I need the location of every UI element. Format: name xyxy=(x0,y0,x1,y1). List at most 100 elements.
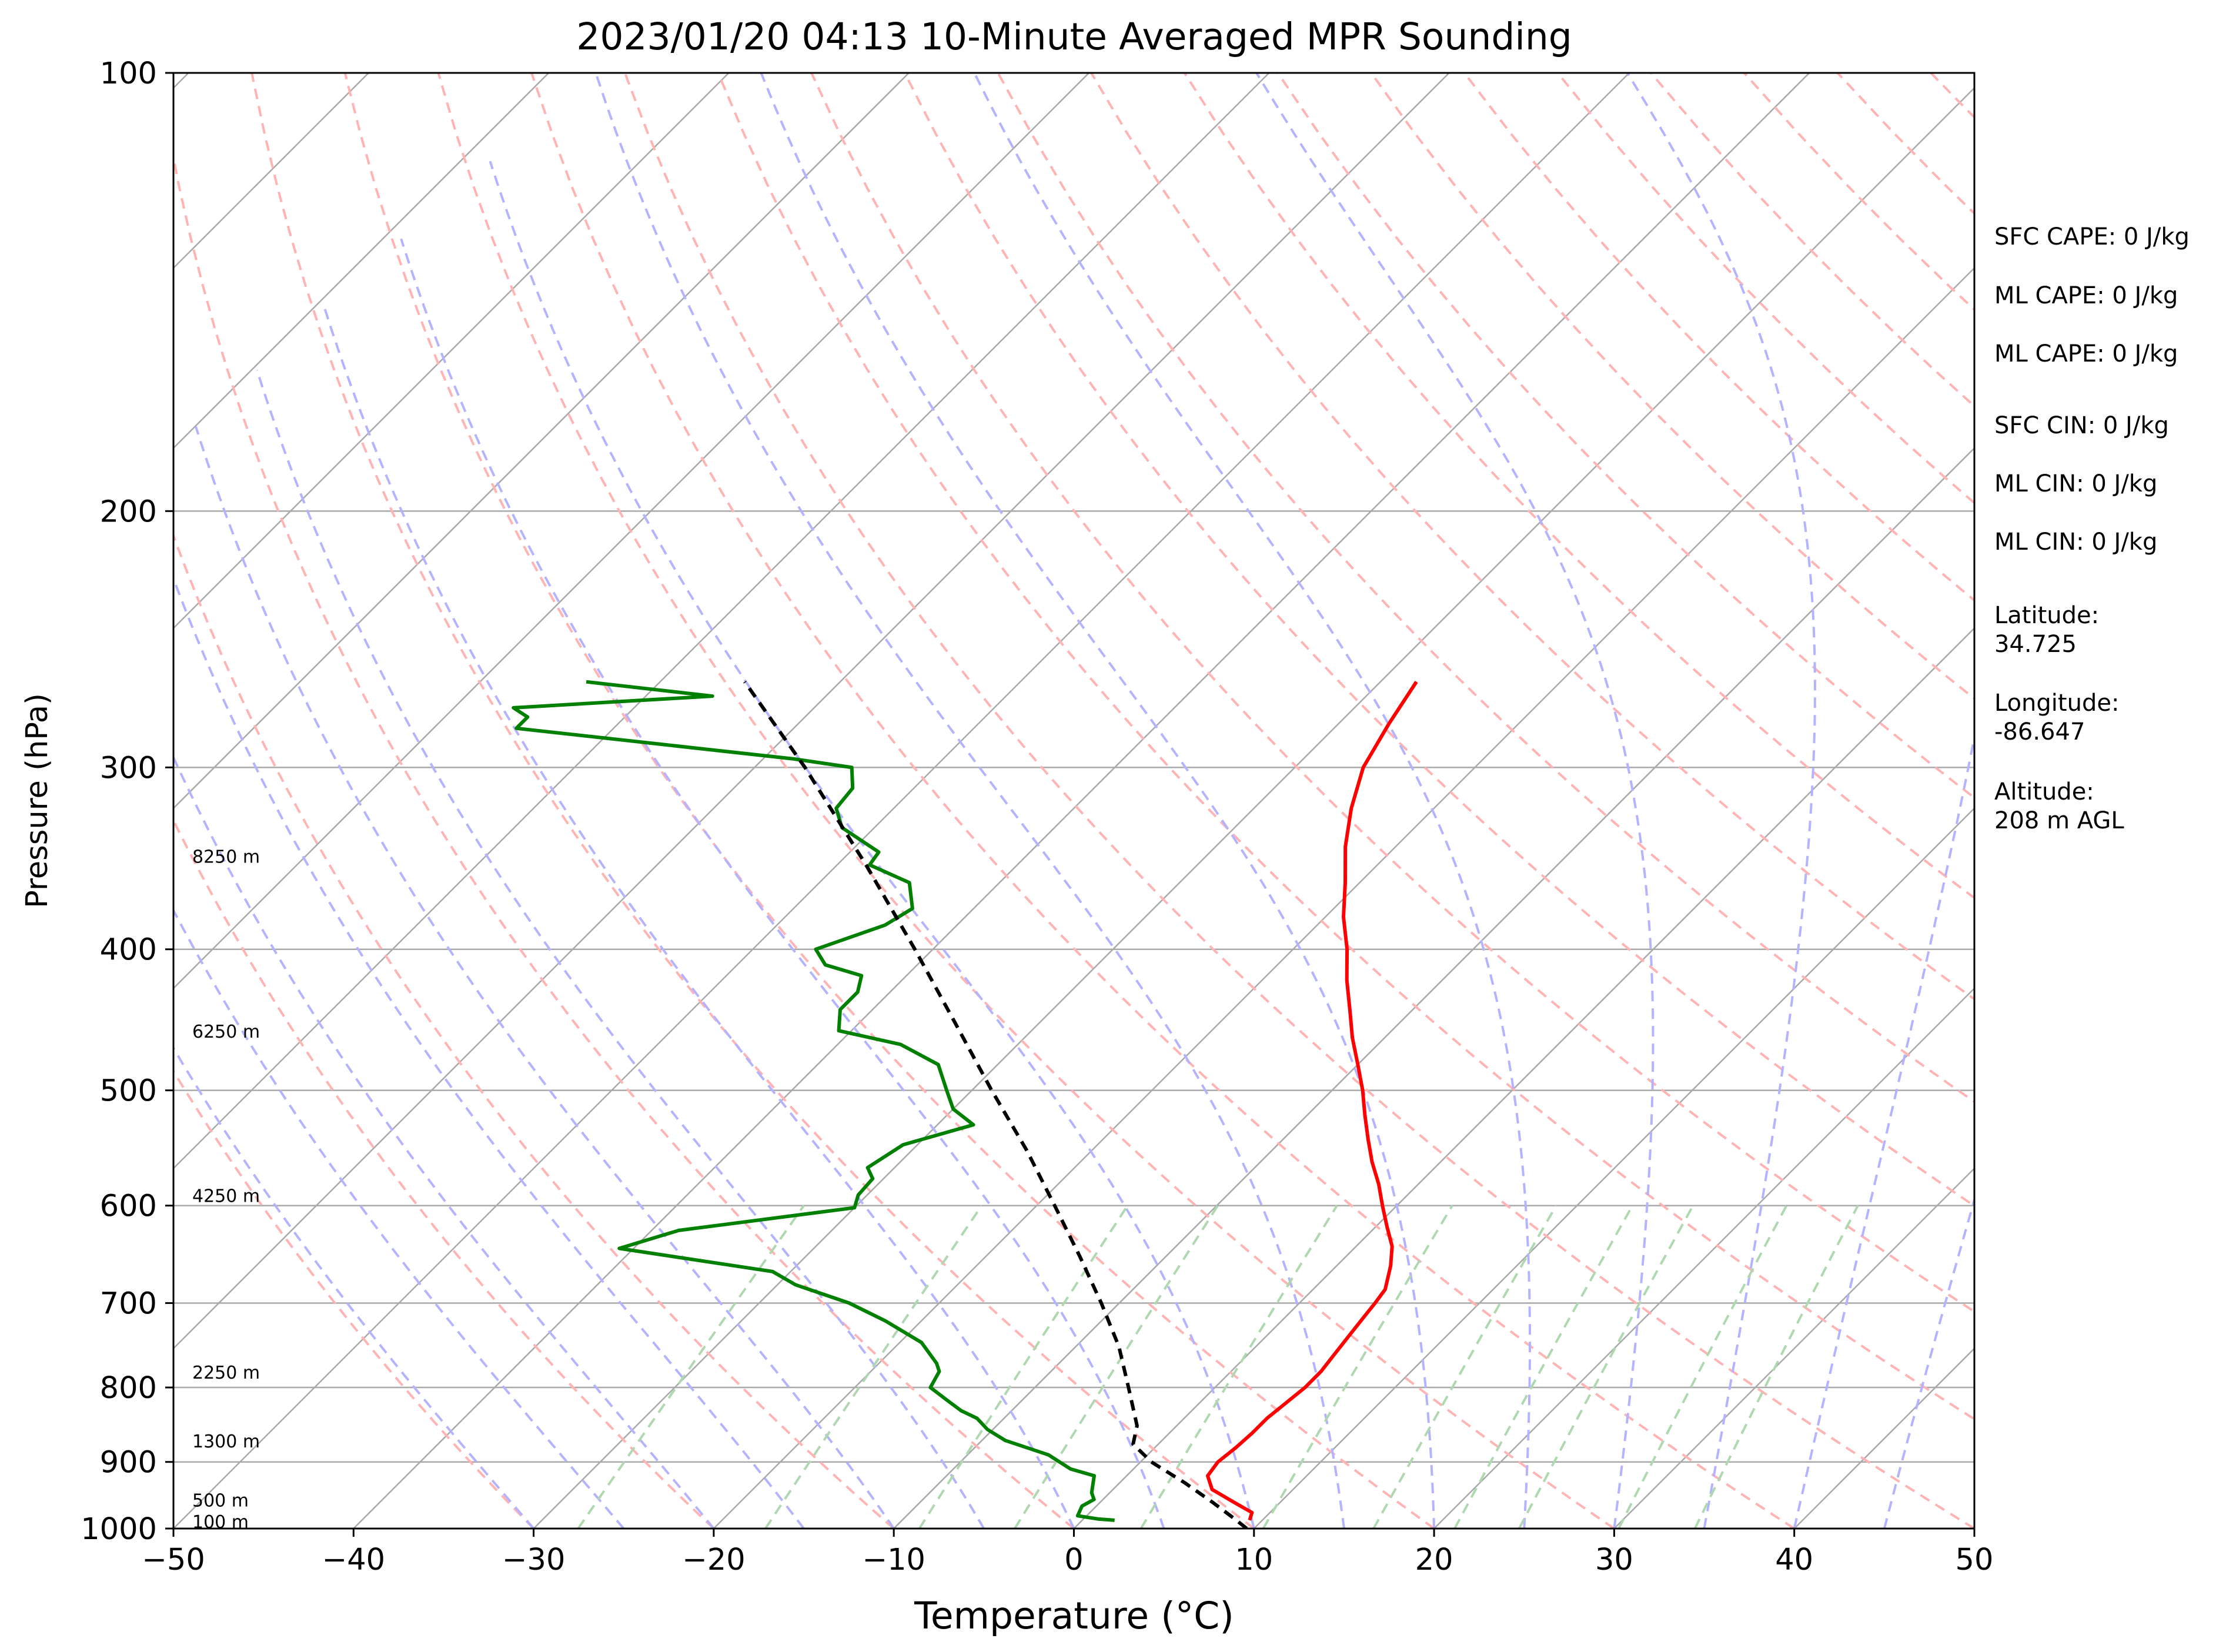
sfc-cin-text: SFC CIN: 0 J/kg xyxy=(1994,412,2169,439)
x-tick-label: −20 xyxy=(682,1543,746,1577)
isotherm-line xyxy=(1073,627,1974,1529)
x-tick-label: 40 xyxy=(1775,1543,1813,1577)
mixing-ratio-line xyxy=(918,1205,1129,1529)
y-tick-label: 900 xyxy=(100,1446,157,1480)
isotherm-line xyxy=(173,73,1089,989)
mixing-ratio-line xyxy=(1453,1205,1634,1529)
moist-adiabat-line xyxy=(323,307,1075,1529)
isotherm-line xyxy=(713,267,1974,1529)
height-label: 6250 m xyxy=(192,1022,260,1042)
dry-adiabat-line xyxy=(623,73,1974,1529)
y-tick-label: 200 xyxy=(100,494,157,529)
isotherm-line xyxy=(173,73,730,630)
y-tick-label: 800 xyxy=(100,1371,157,1406)
moist-adiabat-line xyxy=(1255,73,1655,1529)
mixing-ratio-line xyxy=(764,1205,983,1529)
moist-adiabat-line xyxy=(1883,1195,1974,1529)
moist-adiabat-line xyxy=(400,238,1165,1529)
dry-adiabat-line xyxy=(173,818,715,1529)
temperature-profile xyxy=(1206,681,1418,1521)
isotherm-line xyxy=(353,73,1810,1529)
x-axis-label: Temperature (°C) xyxy=(914,1594,1234,1637)
dry-adiabat-line xyxy=(437,73,1615,1529)
isotherm-line xyxy=(173,73,910,810)
dry-adiabat-line xyxy=(1090,73,1974,1001)
side-panel: SFC CAPE: 0 J/kg ML CAPE: 0 J/kg ML CAPE… xyxy=(1994,223,2190,834)
height-label: 100 m xyxy=(192,1512,249,1533)
sfc-cape-text: SFC CAPE: 0 J/kg xyxy=(1994,223,2190,250)
mixing-ratio-line xyxy=(1617,1205,1788,1529)
y-tick-label: 500 xyxy=(100,1074,157,1109)
ml-cape-text-2: ML CAPE: 0 J/kg xyxy=(1994,340,2178,367)
y-tick-label: 300 xyxy=(100,751,157,785)
isotherm-line xyxy=(1433,987,1974,1529)
x-tick-label: −10 xyxy=(862,1543,925,1577)
latitude-label: Latitude: xyxy=(1994,602,2099,629)
mixing-ratio-line xyxy=(1518,1205,1694,1529)
mixing-ratio-line xyxy=(1372,1205,1557,1529)
x-axis: −50 −40 −30 −20 −10 0 10 20 30 40 50 xyxy=(142,1529,1993,1577)
dry-adiabat-line xyxy=(903,73,1974,1208)
height-label: 8250 m xyxy=(192,847,260,868)
ml-cape-text: ML CAPE: 0 J/kg xyxy=(1994,282,2178,309)
dry-adiabat-line xyxy=(1184,73,1974,899)
y-tick-label: 1000 xyxy=(81,1512,157,1547)
isotherm-line xyxy=(893,447,1974,1529)
moist-adiabat-line xyxy=(173,575,805,1529)
altitude-label: Altitude: xyxy=(1994,778,2094,805)
isotherm-line xyxy=(1613,1167,1974,1529)
altitude-value: 208 m AGL xyxy=(1994,807,2124,834)
isotherm-line xyxy=(173,73,1630,1529)
isotherm-line xyxy=(173,73,1270,1170)
dry-adiabat-line xyxy=(997,73,1974,1103)
ml-cin-text-2: ML CIN: 0 J/kg xyxy=(1994,529,2157,556)
x-tick-label: 0 xyxy=(1064,1543,1083,1577)
sounding-profiles xyxy=(512,680,1418,1529)
dry-adiabat-line xyxy=(717,73,1974,1421)
isotherm-line xyxy=(173,73,1450,1350)
dry-adiabat-line xyxy=(530,73,1795,1529)
y-tick-label: 700 xyxy=(100,1286,157,1321)
longitude-label: Longitude: xyxy=(1994,690,2119,717)
y-tick-label: 100 xyxy=(100,56,157,91)
x-tick-label: 10 xyxy=(1235,1543,1273,1577)
chart-title: 2023/01/20 04:13 10-Minute Averaged MPR … xyxy=(576,15,1572,58)
y-tick-label: 400 xyxy=(100,933,157,968)
ml-cin-text: ML CIN: 0 J/kg xyxy=(1994,470,2157,497)
isotherm-line xyxy=(533,86,1974,1529)
background-lines xyxy=(173,73,1974,1529)
moist-adiabat-line xyxy=(1793,731,1974,1529)
height-label: 2250 m xyxy=(192,1363,260,1383)
dry-adiabat-line xyxy=(173,152,1075,1529)
mixing-ratio-line xyxy=(1139,1205,1338,1529)
x-tick-label: 30 xyxy=(1595,1543,1633,1577)
latitude-value: 34.725 xyxy=(1994,631,2077,658)
dewpoint-profile xyxy=(512,680,1115,1522)
y-tick-label: 600 xyxy=(100,1189,157,1224)
moist-adiabat-line xyxy=(256,369,985,1529)
x-tick-label: 50 xyxy=(1956,1543,1994,1577)
mixing-ratio-line xyxy=(577,1205,805,1529)
dry-adiabat-line xyxy=(173,532,895,1529)
moist-adiabat-line xyxy=(1626,73,1817,1529)
mixing-ratio-line xyxy=(1693,1205,1859,1529)
height-label: 4250 m xyxy=(192,1186,260,1207)
dry-adiabat-line xyxy=(343,73,1435,1529)
moist-adiabat-line xyxy=(489,160,1255,1529)
dry-adiabat-line xyxy=(250,73,1255,1529)
moist-adiabat-line xyxy=(973,73,1532,1529)
moist-adiabat-line xyxy=(760,73,1436,1529)
moist-adiabat-line xyxy=(173,1045,535,1529)
y-axis-label: Pressure (hPa) xyxy=(20,693,55,908)
longitude-value: -86.647 xyxy=(1994,718,2085,745)
parcel-profile xyxy=(743,680,1248,1529)
x-tick-label: −40 xyxy=(322,1543,385,1577)
isotherm-line xyxy=(1253,807,1974,1529)
moist-adiabat-line xyxy=(594,73,1345,1529)
x-tick-label: 20 xyxy=(1415,1543,1453,1577)
x-tick-label: −50 xyxy=(142,1543,205,1577)
mixing-ratio-line xyxy=(1014,1205,1219,1529)
y-axis: 100 200 300 400 500 600 700 800 900 1000 xyxy=(81,56,173,1547)
